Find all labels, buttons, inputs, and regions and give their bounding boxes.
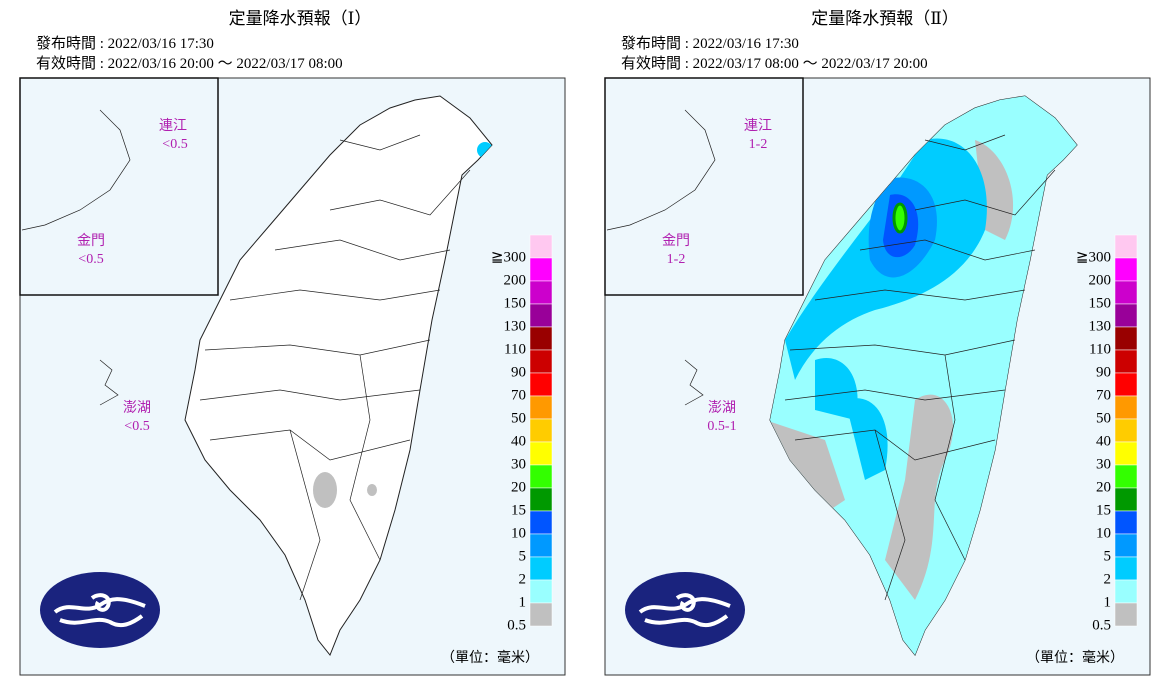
penghu-value: 0.5-1 (707, 419, 736, 434)
legend-swatch (1114, 556, 1138, 581)
legend-label: 30 (1096, 456, 1111, 472)
legend-label: 1 (1104, 594, 1112, 610)
legend-label: 10 (1096, 525, 1111, 541)
legend-label: 200 (504, 272, 527, 288)
legend-swatch (529, 303, 553, 328)
legend-swatch (1114, 487, 1138, 512)
legend-swatch (1114, 395, 1138, 420)
inset-box (604, 77, 804, 296)
legend-swatch (529, 441, 553, 466)
penghu-islands (684, 359, 704, 406)
legend-swatch (1114, 303, 1138, 328)
legend-swatch (1114, 579, 1138, 604)
inset-box (19, 77, 219, 296)
legend-swatch (529, 326, 553, 351)
penghu-islands (99, 359, 119, 406)
penghu-name: 澎湖 (708, 400, 736, 416)
logo (38, 570, 162, 650)
penghu-name: 澎湖 (123, 400, 151, 416)
issued-time: 發布時間 : 2022/03/16 17:30 (621, 35, 799, 52)
legend-label: 130 (1089, 318, 1112, 334)
legend-swatch (529, 257, 553, 282)
legend-label: 2 (519, 571, 527, 587)
legend-label: 150 (504, 295, 527, 311)
panel-title: 定量降水預報（Ⅰ） (229, 9, 372, 28)
legend-label: 40 (1096, 433, 1111, 449)
legend-label: 40 (511, 433, 526, 449)
kinmen-name: 金門 (77, 233, 105, 249)
legend-label: ≧300 (491, 249, 526, 265)
legend-label: 5 (519, 548, 527, 564)
legend-label: 30 (511, 456, 526, 472)
legend-swatch (529, 395, 553, 420)
legend-swatch (529, 418, 553, 443)
legend-label: 50 (1096, 410, 1111, 426)
legend-label: 70 (1096, 387, 1111, 403)
legend-label: 110 (504, 341, 526, 357)
panel: 連江 1-2 金門 1-2 澎湖 0.5-1 定量降水預報（Ⅱ） 發布時間 : … (604, 9, 1151, 676)
legend-label: 70 (511, 387, 526, 403)
legend-swatch (529, 464, 553, 489)
legend-swatch (529, 372, 553, 397)
legend-label: 150 (1089, 295, 1112, 311)
logo (623, 570, 747, 650)
legend-swatch (529, 487, 553, 512)
legend-label: 15 (511, 502, 526, 518)
legend-swatch (529, 234, 553, 259)
legend-swatch (529, 280, 553, 305)
legend-swatch (1114, 326, 1138, 351)
matsu-name: 連江 (744, 118, 772, 134)
legend-swatch (1114, 441, 1138, 466)
kinmen-value: 1-2 (667, 252, 686, 267)
legend-unit: （單位：毫米） (441, 649, 539, 666)
legend-swatch (529, 579, 553, 604)
legend-swatch (1114, 533, 1138, 558)
legend-label: 50 (511, 410, 526, 426)
legend-swatch (1114, 234, 1138, 259)
matsu-value: <0.5 (162, 137, 187, 152)
legend-swatch (529, 602, 553, 627)
legend-label: 110 (1089, 341, 1111, 357)
legend-label: ≧300 (1076, 249, 1111, 265)
legend-swatch (1114, 464, 1138, 489)
panel-title: 定量降水預報（Ⅱ） (811, 9, 959, 28)
kinmen-value: <0.5 (78, 252, 103, 267)
legend-label: 90 (1096, 364, 1111, 380)
legend-label: 20 (511, 479, 526, 495)
matsu-value: 1-2 (749, 137, 768, 152)
legend-swatch (1114, 349, 1138, 374)
legend-swatch (1114, 510, 1138, 535)
penghu-value: <0.5 (124, 419, 149, 434)
legend-label: 15 (1096, 502, 1111, 518)
legend-unit: （單位：毫米） (1026, 649, 1124, 666)
issued-time: 發布時間 : 2022/03/16 17:30 (36, 35, 214, 52)
legend-label: 10 (511, 525, 526, 541)
legend-swatch (1114, 602, 1138, 627)
legend-label: 0.5 (507, 617, 526, 633)
legend-label: 130 (504, 318, 527, 334)
matsu-name: 連江 (159, 118, 187, 134)
legend-swatch (1114, 372, 1138, 397)
legend-swatch (529, 556, 553, 581)
legend-label: 2 (1104, 571, 1112, 587)
coastline (21, 109, 131, 231)
kinmen-name: 金門 (662, 233, 690, 249)
coastline (606, 109, 716, 231)
legend-label: 200 (1089, 272, 1112, 288)
legend-swatch (529, 510, 553, 535)
legend-label: 90 (511, 364, 526, 380)
legend-swatch (1114, 257, 1138, 282)
legend-label: 20 (1096, 479, 1111, 495)
legend-swatch (1114, 418, 1138, 443)
legend-swatch (529, 349, 553, 374)
legend-swatch (529, 533, 553, 558)
valid-time: 有效時間 : 2022/03/17 08:00 ～ 2022/03/17 20:… (621, 55, 928, 72)
legend-label: 5 (1104, 548, 1112, 564)
legend-swatch (1114, 280, 1138, 305)
panel: 連江 <0.5 金門 <0.5 澎湖 <0.5 定量降水預報（Ⅰ） 發布時間 :… (19, 9, 566, 676)
valid-time: 有效時間 : 2022/03/16 20:00 ～ 2022/03/17 08:… (36, 55, 343, 72)
legend-label: 1 (519, 594, 527, 610)
legend-label: 0.5 (1092, 617, 1111, 633)
